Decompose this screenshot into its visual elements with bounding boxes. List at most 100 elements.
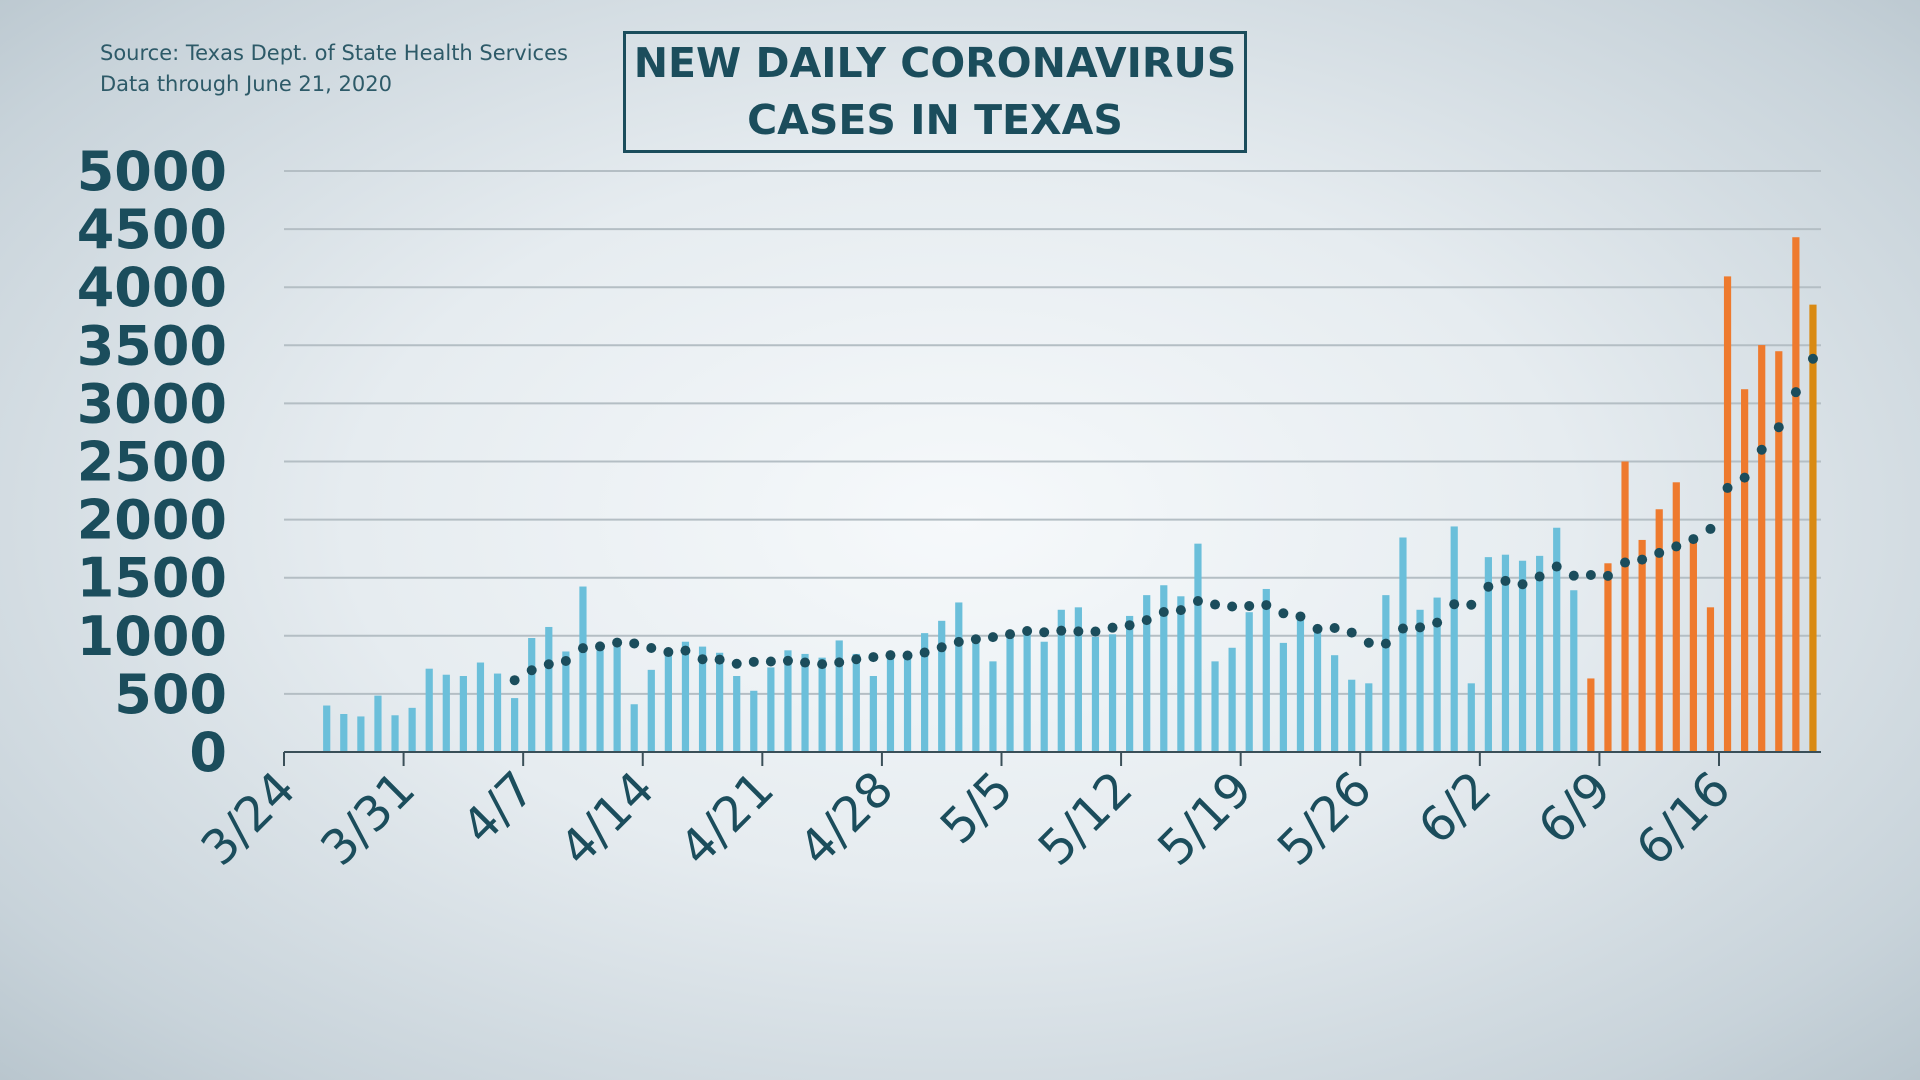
trend-dot (1056, 625, 1067, 636)
bar (801, 653, 809, 752)
y-tick-label: 4000 (77, 256, 227, 319)
bar (647, 669, 655, 752)
trend-dot (1090, 626, 1101, 637)
bar (733, 676, 741, 752)
trend-dot (629, 638, 640, 649)
trend-dot (663, 647, 674, 658)
bar (1313, 630, 1322, 752)
trend-dot (509, 675, 520, 686)
bar (476, 662, 485, 752)
trend-dot (697, 654, 708, 665)
trend-dot (834, 657, 845, 668)
trend-dot (680, 645, 691, 656)
trend-dot (1397, 623, 1408, 634)
chart-title-box: NEW DAILY CORONAVIRUS CASES IN TEXAS (623, 31, 1247, 153)
bar (1433, 597, 1441, 752)
bar (886, 653, 895, 752)
bar (340, 714, 348, 752)
bar (1160, 585, 1168, 752)
trend-dot (817, 659, 828, 670)
trend-dot (1671, 541, 1682, 552)
bar (1228, 647, 1236, 752)
bar (1399, 537, 1407, 752)
trend-dot (1141, 615, 1152, 626)
source-text: Source: Texas Dept. of State Health Serv… (100, 41, 568, 65)
bar (391, 715, 399, 752)
bar (1211, 661, 1219, 752)
bar (1382, 595, 1390, 752)
bar (1296, 618, 1305, 752)
bar (357, 716, 365, 752)
trend-dot (1602, 570, 1613, 581)
trend-dot (1210, 599, 1221, 610)
trend-dot (1346, 627, 1357, 638)
trend-dot (1227, 601, 1238, 612)
trend-dot (1107, 622, 1118, 633)
bar (852, 653, 860, 752)
bar (921, 633, 929, 752)
trend-dot (1705, 523, 1716, 534)
trend-dot (1415, 622, 1426, 633)
x-tick-label: 6/9 (1528, 761, 1622, 855)
bar (1621, 461, 1629, 752)
trend-dot (1022, 626, 1033, 637)
trend-dot (800, 657, 811, 668)
y-tick-label: 1500 (77, 547, 227, 610)
bar (903, 652, 912, 752)
bar (818, 657, 826, 752)
bar (1741, 389, 1749, 752)
bar (1416, 609, 1424, 752)
y-tick-label: 2000 (77, 489, 227, 552)
bar (1057, 609, 1065, 752)
bar (835, 640, 843, 752)
trend-dot (765, 656, 776, 667)
bar (1245, 612, 1253, 752)
bar (374, 695, 382, 752)
bar (869, 676, 877, 752)
x-tick-label: 5/5 (930, 761, 1024, 855)
trend-dot (595, 641, 606, 652)
bar (750, 690, 758, 752)
trend-dot (936, 642, 947, 653)
trend-dot (748, 656, 759, 667)
x-tick-label: 4/28 (789, 761, 905, 877)
trend-dot (1688, 534, 1699, 545)
x-tick-label: 4/21 (669, 761, 785, 877)
trend-dot (1295, 611, 1306, 622)
trend-dot (1534, 571, 1545, 582)
bar (493, 673, 502, 752)
bar (511, 698, 519, 752)
bar (1006, 633, 1014, 752)
bar (1450, 526, 1458, 752)
trend-dot (1722, 482, 1733, 493)
bar (425, 668, 433, 752)
y-tick-label: 3500 (77, 314, 227, 377)
bar (1331, 655, 1339, 752)
trend-dot (1158, 607, 1169, 618)
bar (1484, 557, 1492, 752)
bar (323, 705, 331, 752)
x-tick-label: 4/14 (549, 761, 665, 877)
trend-dot (885, 650, 896, 661)
bar (1638, 539, 1646, 752)
source-note: Source: Texas Dept. of State Health Serv… (100, 38, 568, 100)
bar (1040, 641, 1048, 752)
trend-dot (953, 636, 964, 647)
trend-dot (560, 655, 571, 666)
trend-dot (612, 637, 623, 648)
bar (562, 651, 570, 752)
trend-dot (902, 650, 913, 661)
trend-dot (1244, 600, 1255, 611)
trend-dot (1517, 579, 1528, 590)
bar (1655, 509, 1663, 752)
bar (1108, 634, 1117, 752)
bar (989, 661, 997, 752)
bar (698, 646, 707, 752)
bar (528, 638, 536, 752)
trend-dot (1329, 623, 1340, 634)
y-tick-label: 5000 (77, 140, 227, 203)
trend-dot (731, 658, 742, 669)
trend-dot (1432, 617, 1443, 628)
x-tick-label: 4/7 (451, 761, 545, 855)
